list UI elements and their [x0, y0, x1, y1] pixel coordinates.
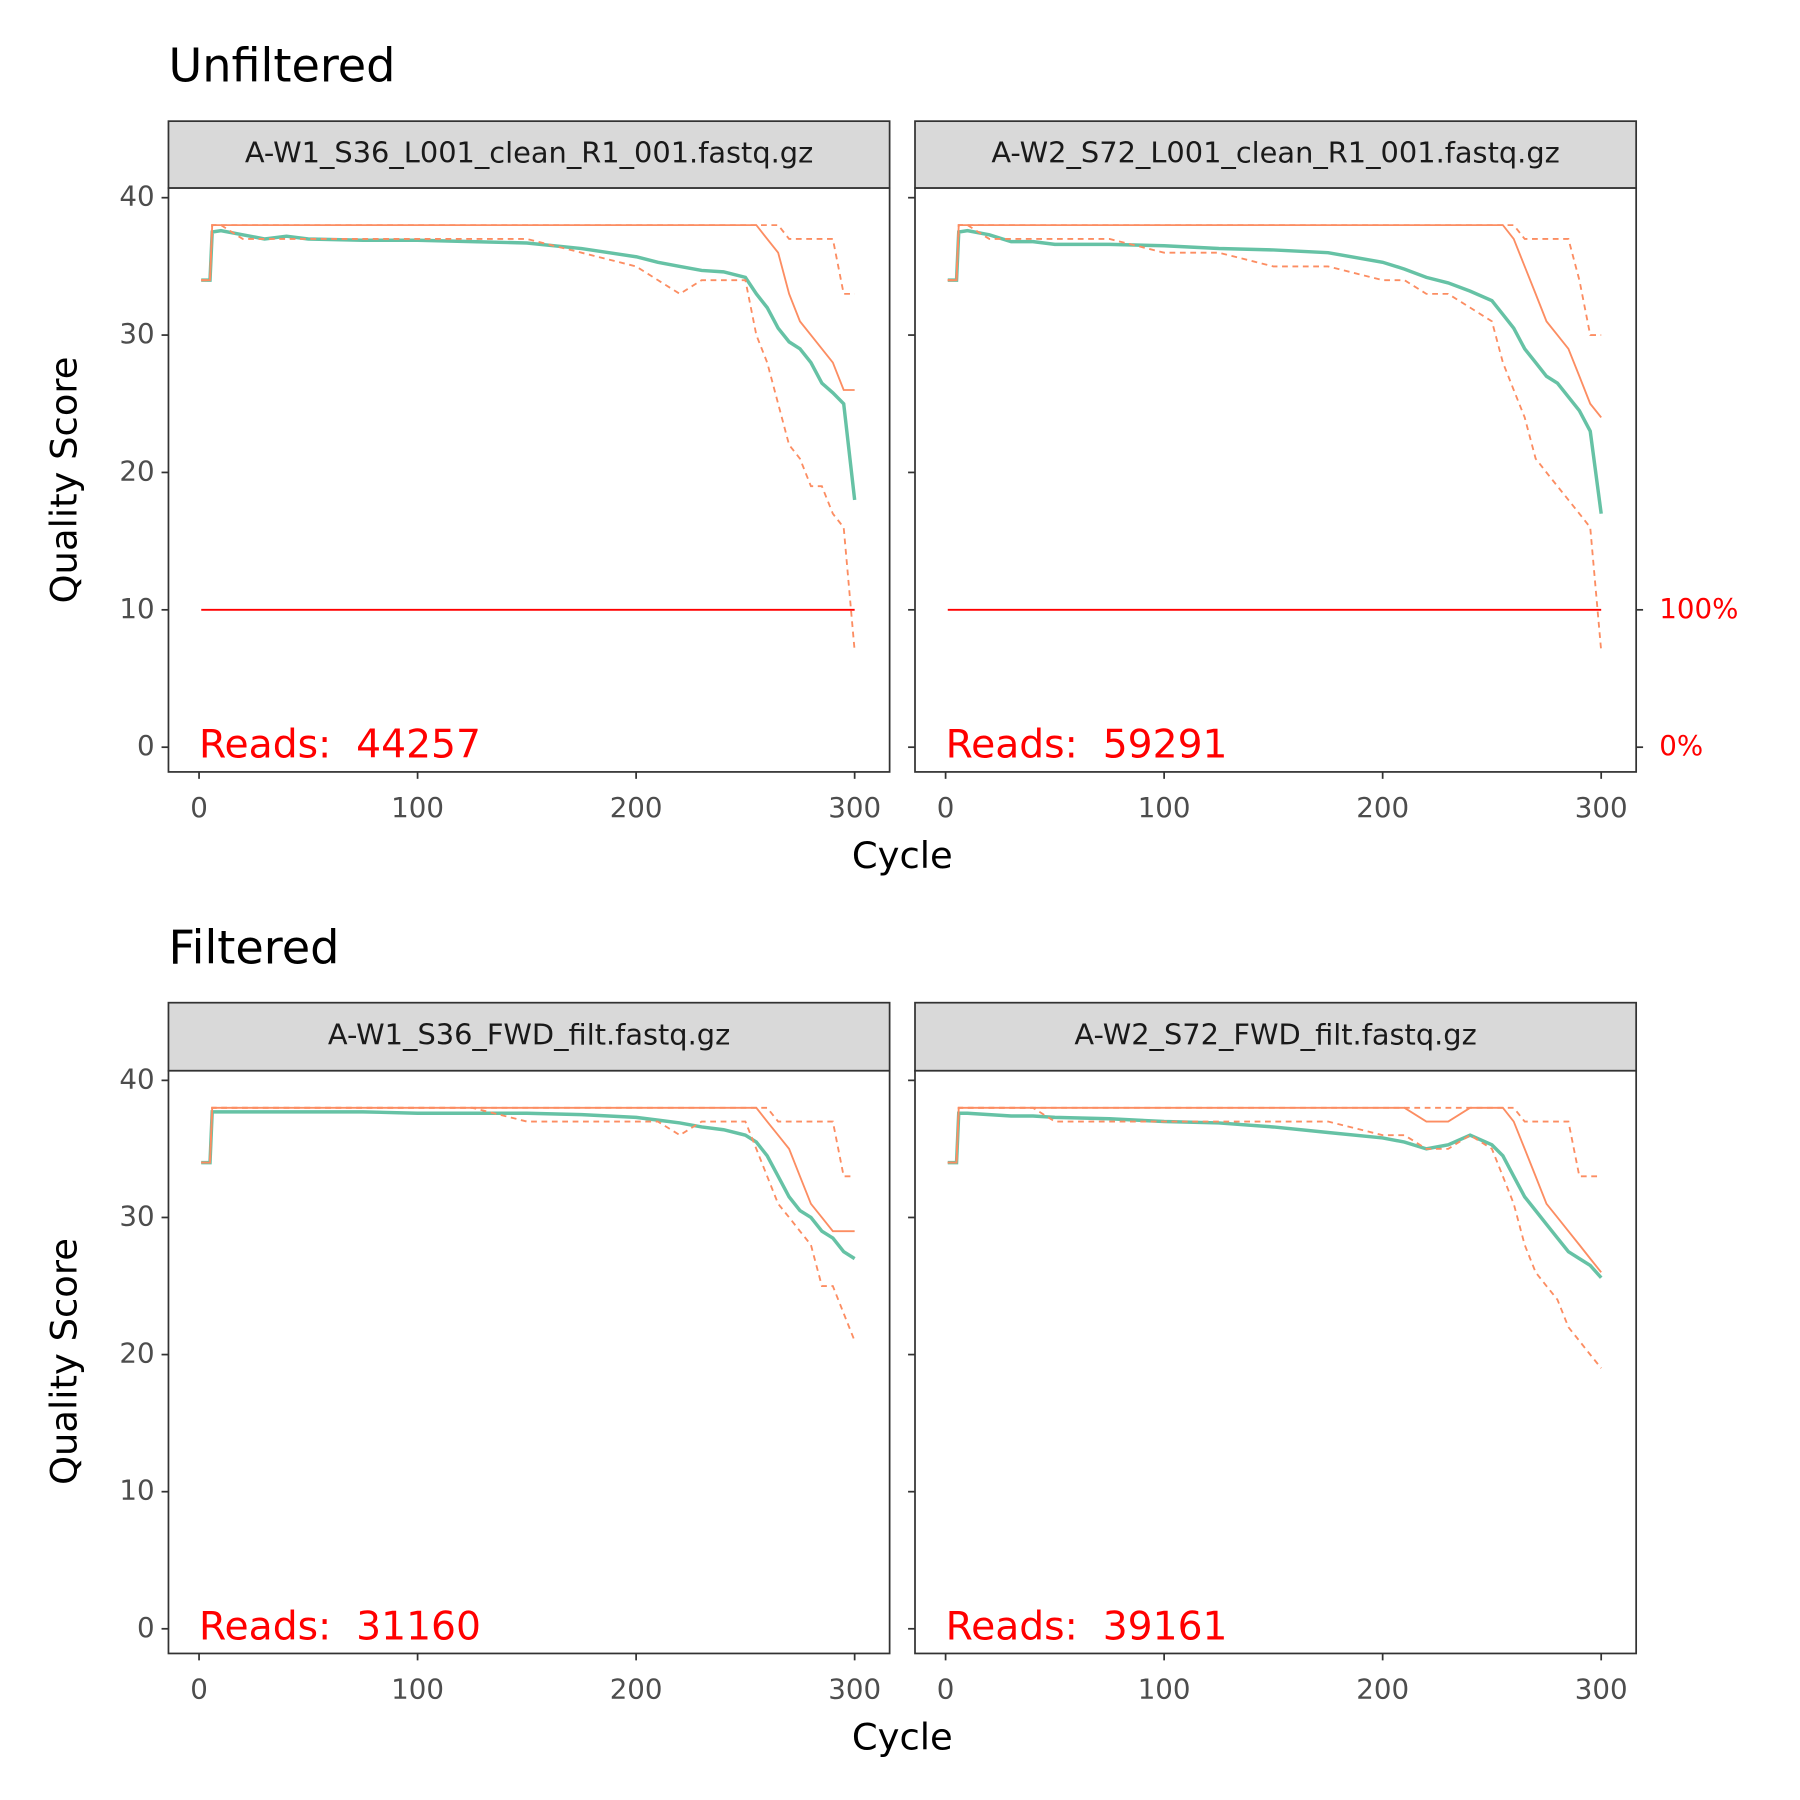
- y-axis-label: Quality Score: [42, 1238, 85, 1485]
- series-line: [201, 224, 856, 652]
- series-line: [947, 224, 1602, 336]
- y-tick-label: 40: [119, 180, 154, 213]
- x-tick-label: 100: [391, 1672, 444, 1705]
- series-line: [201, 1110, 856, 1261]
- series-line: [947, 228, 1603, 514]
- y-tick-label: 40: [119, 1062, 154, 1095]
- series-line: [947, 1111, 1603, 1279]
- strip-label: A-W1_S36_L001_clean_R1_001.fastq.gz: [245, 136, 813, 170]
- reads-annotation: Reads: 44257: [199, 723, 481, 768]
- y2-tick-label: 100%: [1659, 592, 1738, 625]
- y-tick-label: 30: [119, 1199, 154, 1232]
- x-tick-label: 0: [190, 791, 208, 824]
- series-line: [201, 228, 857, 501]
- x-tick-label: 300: [828, 791, 881, 824]
- y-tick-label: 0: [137, 729, 155, 762]
- x-tick-label: 0: [937, 1672, 955, 1705]
- x-tick-label: 100: [1138, 791, 1191, 824]
- strip: [167, 1001, 891, 1072]
- x-tick-label: 200: [610, 1672, 663, 1705]
- row-title: Filtered: [168, 920, 339, 974]
- strip-label: A-W2_S72_L001_clean_R1_001.fastq.gz: [991, 136, 1559, 170]
- strip: [167, 120, 891, 189]
- strip-label: A-W2_S72_FWD_filt.fastq.gz: [1074, 1018, 1476, 1052]
- x-axis-label: Cycle: [852, 834, 953, 877]
- x-tick-label: 100: [1138, 1672, 1191, 1705]
- y-tick-label: 10: [119, 592, 154, 625]
- reads-annotation: Reads: 39161: [946, 1604, 1228, 1649]
- panel: [167, 187, 891, 773]
- x-axis-label: Cycle: [852, 1715, 953, 1758]
- x-tick-label: 200: [1356, 1672, 1409, 1705]
- x-tick-label: 300: [1575, 791, 1628, 824]
- series-line: [201, 224, 855, 295]
- x-tick-label: 0: [937, 791, 955, 824]
- x-tick-label: 300: [1575, 1672, 1628, 1705]
- y2-tick-label: 0%: [1659, 729, 1703, 762]
- strip-label: A-W1_S36_FWD_filt.fastq.gz: [328, 1018, 730, 1052]
- x-tick-label: 0: [190, 1672, 208, 1705]
- y-tick-label: 10: [119, 1474, 154, 1507]
- x-tick-label: 300: [828, 1672, 881, 1705]
- x-tick-label: 200: [610, 791, 663, 824]
- strip: [914, 1001, 1638, 1072]
- y-tick-label: 0: [137, 1611, 155, 1644]
- reads-annotation: Reads: 59291: [946, 723, 1228, 768]
- x-tick-label: 100: [391, 791, 444, 824]
- y-tick-label: 20: [119, 454, 154, 487]
- y-tick-label: 20: [119, 1337, 154, 1370]
- x-tick-label: 200: [1356, 791, 1409, 824]
- y-axis-label: Quality Score: [42, 357, 85, 604]
- series-line: [201, 1106, 855, 1178]
- row-title: Unfiltered: [168, 39, 395, 93]
- panel: [914, 1069, 1638, 1655]
- panel: [167, 1069, 891, 1655]
- series-line: [947, 1106, 1602, 1178]
- y-tick-label: 30: [119, 317, 154, 350]
- panel: [914, 187, 1638, 773]
- reads-annotation: Reads: 31160: [199, 1604, 481, 1649]
